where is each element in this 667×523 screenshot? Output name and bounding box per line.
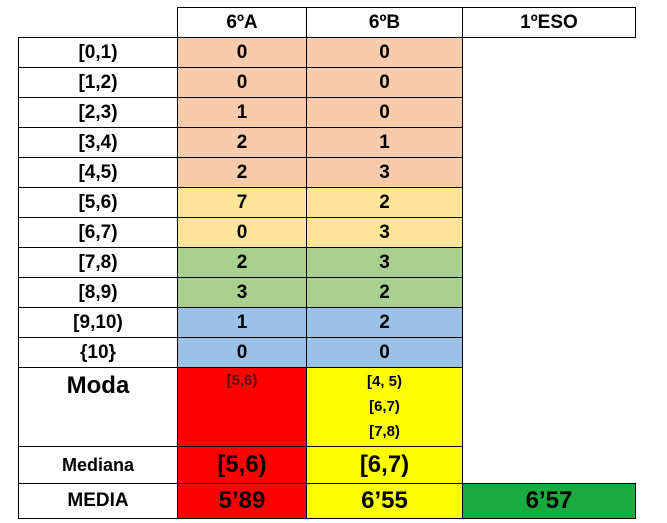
cell-6a: 0 <box>177 67 307 98</box>
table-row: [9,10) 1 2 <box>18 307 636 338</box>
grades-table: 6ºA 6ºB 1ºESO [0,1) 0 0 [1,2) 0 0 [2,3) … <box>18 7 636 519</box>
cell-6a: 7 <box>177 187 307 218</box>
row-label: [6,7) <box>18 217 178 248</box>
cell-6a: 0 <box>177 217 307 248</box>
moda-6b-value: [7,8) <box>369 423 400 440</box>
moda-6a: [5,6) <box>177 367 307 447</box>
row-label: {10} <box>18 337 178 368</box>
media-6b: 6’55 <box>306 483 463 519</box>
table-row: [5,6) 7 2 <box>18 187 636 218</box>
row-label: [5,6) <box>18 187 178 218</box>
cell-1eso-empty <box>463 248 636 278</box>
row-label: [0,1) <box>18 37 178 68</box>
mediana-6b: [6,7) <box>306 446 463 484</box>
mediana-row: Mediana [5,6) [6,7) <box>18 446 636 484</box>
moda-6b-value: [6,7) <box>369 398 400 415</box>
table-row: [7,8) 2 3 <box>18 247 636 278</box>
cell-6a: 0 <box>177 337 307 368</box>
cell-1eso-empty <box>463 98 636 128</box>
corner-cell <box>19 8 178 38</box>
cell-1eso-empty <box>463 128 636 158</box>
table-row: [4,5) 2 3 <box>18 157 636 188</box>
mediana-1eso-empty <box>463 447 636 484</box>
row-label: [9,10) <box>18 307 178 338</box>
cell-6b: 0 <box>306 67 463 98</box>
cell-6a: 2 <box>177 247 307 278</box>
cell-6a: 2 <box>177 127 307 158</box>
cell-1eso-empty <box>463 278 636 308</box>
table-row: [3,4) 2 1 <box>18 127 636 158</box>
row-label: [4,5) <box>18 157 178 188</box>
cell-1eso-empty <box>463 158 636 188</box>
cell-6b: 0 <box>306 337 463 368</box>
cell-1eso-empty <box>463 68 636 98</box>
cell-1eso-empty <box>463 308 636 338</box>
row-label: [2,3) <box>18 97 178 128</box>
cell-6b: 2 <box>306 187 463 218</box>
media-1eso: 6’57 <box>462 483 636 519</box>
cell-6a: 2 <box>177 157 307 188</box>
header-row: 6ºA 6ºB 1ºESO <box>19 7 636 38</box>
cell-1eso-empty <box>463 218 636 248</box>
row-label: [7,8) <box>18 247 178 278</box>
mediana-6a: [5,6) <box>177 446 307 484</box>
moda-label: Moda <box>18 367 178 447</box>
cell-6b: 2 <box>306 307 463 338</box>
table-row: [2,3) 1 0 <box>18 97 636 128</box>
header-1eso: 1ºESO <box>462 7 636 38</box>
header-6b: 6ºB <box>306 7 463 38</box>
cell-6b: 3 <box>306 247 463 278</box>
cell-6b: 1 <box>306 127 463 158</box>
row-label: [3,4) <box>18 127 178 158</box>
cell-6a: 0 <box>177 37 307 68</box>
cell-6b: 0 <box>306 37 463 68</box>
table-row: [6,7) 0 3 <box>18 217 636 248</box>
header-6a: 6ºA <box>177 7 307 38</box>
cell-6b: 0 <box>306 97 463 128</box>
table-row: [8,9) 3 2 <box>18 277 636 308</box>
media-row: MEDIA 5’89 6’55 6’57 <box>18 483 636 519</box>
mediana-label: Mediana <box>18 446 178 484</box>
moda-6b: [4, 5) [6,7) [7,8) <box>306 367 463 447</box>
moda-row: Moda [5,6) [4, 5) [6,7) [7,8) <box>18 367 636 447</box>
cell-1eso-empty <box>463 338 636 368</box>
media-label: MEDIA <box>18 483 178 519</box>
cell-1eso-empty <box>463 188 636 218</box>
cell-6b: 2 <box>306 277 463 308</box>
moda-1eso-empty <box>463 368 636 447</box>
table-row: [0,1) 0 0 <box>18 37 636 68</box>
cell-6b: 3 <box>306 217 463 248</box>
row-label: [8,9) <box>18 277 178 308</box>
cell-6b: 3 <box>306 157 463 188</box>
cell-1eso-empty <box>463 38 636 68</box>
media-6a: 5’89 <box>177 483 307 519</box>
table-row: [1,2) 0 0 <box>18 67 636 98</box>
moda-6b-value: [4, 5) <box>366 373 402 390</box>
cell-6a: 1 <box>177 307 307 338</box>
row-label: [1,2) <box>18 67 178 98</box>
cell-6a: 1 <box>177 97 307 128</box>
cell-6a: 3 <box>177 277 307 308</box>
table-row: {10} 0 0 <box>18 337 636 368</box>
